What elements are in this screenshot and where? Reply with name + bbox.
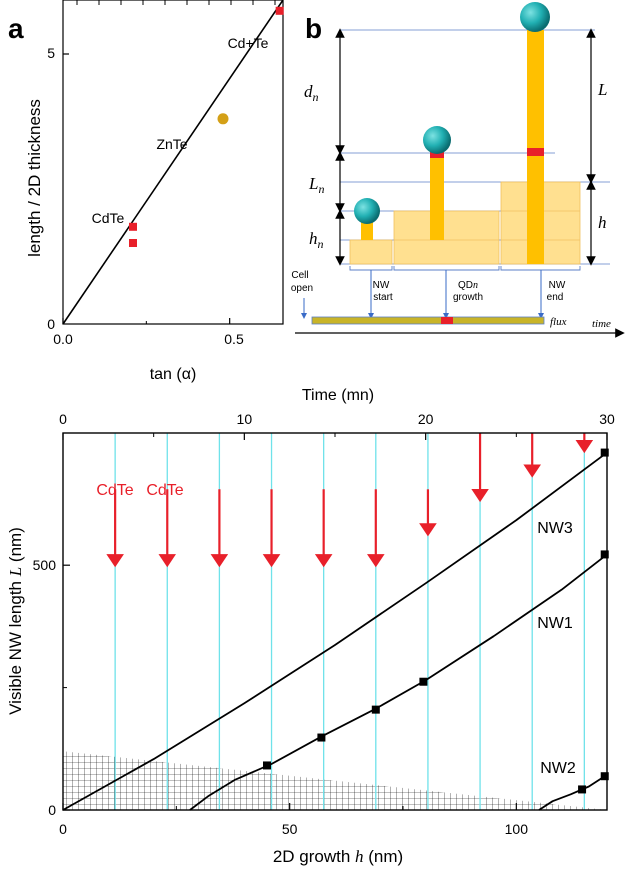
nanowire-2 (430, 153, 444, 240)
panel-a-marks (62, 0, 284, 325)
panel-c-top-tick-label-2: 20 (418, 411, 434, 427)
shaded-region (63, 751, 607, 810)
nanowire-3-qd (527, 148, 544, 156)
panel-a-fit-line (62, 0, 284, 325)
panel-a-ytick-0: 0 (47, 316, 55, 332)
slab-1 (349, 239, 393, 265)
bracket-3 (500, 266, 581, 271)
panel-c-xtick-label-0: 0 (59, 821, 67, 837)
panel-a-point-znte-0 (217, 113, 229, 125)
panel-c-xtick-label-1: 50 (282, 821, 298, 837)
curve-nw1 (189, 553, 608, 811)
label-nw-start-1: NW (373, 280, 390, 291)
red-arrows (106, 433, 594, 568)
series-label-nw1: NW1 (537, 615, 573, 632)
label-growth: growth (453, 292, 483, 303)
panel-a: a 0.0 0.5 0 5 tan (α) length / 2D thickn… (8, 0, 284, 383)
label-cdte: CdTe (92, 210, 125, 226)
panel-c-top-tick-label-1: 10 (237, 411, 253, 427)
data-marker-4 (578, 785, 587, 794)
panel-c-xtick-label-2: 100 (505, 821, 529, 837)
bracket-2 (393, 266, 500, 271)
label-qdn: QDn (458, 280, 478, 291)
data-marker-7 (600, 550, 609, 559)
label-time: time (592, 318, 611, 330)
panel-a-xtick-1: 0.5 (224, 331, 244, 347)
panel-c-ylabel: Visible NW length L (nm) (6, 527, 25, 715)
label-L: L (597, 80, 607, 99)
data-marker-2 (371, 705, 380, 714)
nanowire-3 (527, 30, 544, 264)
data-marker-5 (600, 772, 609, 781)
panel-b: b dn Ln hn L h (291, 2, 625, 338)
top-axis-label: Time (mn) (302, 387, 374, 404)
panel-a-letter: a (8, 13, 24, 44)
hatched-region (63, 751, 607, 810)
nanowire-2-qd (430, 152, 444, 158)
label-open: open (291, 283, 313, 294)
panel-c-frame (62, 432, 608, 811)
label-cell: Cell (291, 270, 308, 281)
panel-c-top-tick-label-3: 30 (599, 411, 615, 427)
panel-c-ytick-label-0: 0 (48, 802, 56, 818)
panel-c-ytick-label-1: 500 (33, 557, 57, 573)
slab-2 (393, 210, 500, 265)
label-flux: flux (550, 316, 567, 328)
nanowire-1-ball (354, 198, 380, 224)
bracket-1 (349, 266, 393, 271)
series-label-nw3: NW3 (537, 520, 573, 537)
red-label-cdte-2: CdTe (146, 482, 183, 499)
series-label-nw2: NW2 (540, 760, 576, 777)
panel-a-ytick-5: 5 (47, 45, 55, 61)
panel-c-xlabel: 2D growth h (nm) (273, 847, 403, 866)
label-nw-end-1: NW (549, 280, 566, 291)
panel-a-point-cdte-1 (129, 239, 137, 247)
label-ln: Ln (308, 174, 324, 196)
label-h: h (598, 213, 607, 232)
panel-a-ticks (62, 0, 276, 324)
panel-a-point-cd-te-0 (275, 6, 284, 15)
label-nw-start-2: start (373, 292, 393, 303)
markers (263, 448, 609, 794)
label-cd-te: Cd+Te (228, 35, 269, 51)
flux-bar (311, 316, 545, 325)
panel-a-xlabel: tan (α) (150, 366, 197, 383)
panel-b-letter: b (305, 13, 322, 44)
label-nw-end-2: end (547, 292, 564, 303)
data-marker-3 (419, 677, 428, 686)
curves (62, 451, 608, 811)
label-znte: ZnTe (156, 136, 187, 152)
curve-nw3 (62, 451, 608, 811)
label-hn: hn (309, 229, 324, 251)
flux-bar-qd (441, 317, 453, 324)
data-marker-1 (317, 733, 326, 742)
panel-c-top-tick-label-0: 0 (59, 411, 67, 427)
panel-a-xtick-0: 0.0 (53, 331, 73, 347)
panel-a-frame (62, 0, 284, 325)
curve-nw2 (538, 773, 608, 811)
panel-a-point-cdte-0 (129, 222, 137, 231)
nanowire-2-ball (423, 126, 451, 154)
label-dn: dn (304, 82, 319, 104)
nanowire-3-ball (520, 2, 550, 32)
panel-a-ylabel: length / 2D thickness (25, 99, 44, 257)
nanowire-1 (361, 222, 373, 240)
data-marker-6 (600, 448, 609, 457)
red-label-cdte-1: CdTe (96, 482, 133, 499)
panel-c-ticks (62, 433, 608, 811)
data-marker-0 (263, 761, 271, 770)
